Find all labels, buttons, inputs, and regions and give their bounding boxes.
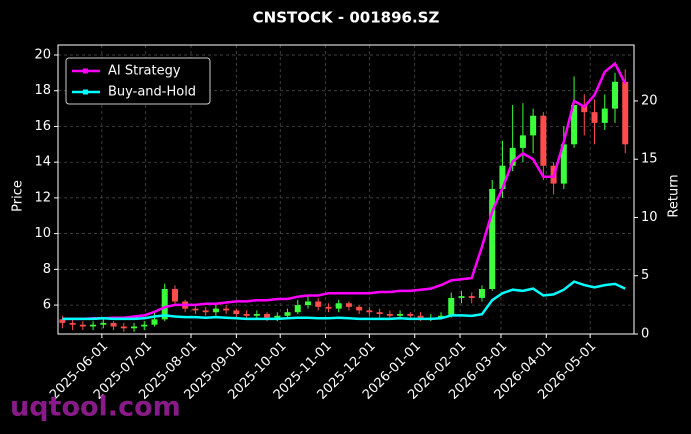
candle-body (223, 308, 230, 311)
candle-body (69, 322, 76, 325)
candle-body (233, 310, 240, 314)
y2-axis-label: Return (667, 174, 682, 217)
candle-body (448, 297, 455, 316)
candle-body (376, 312, 383, 314)
candle-body (264, 313, 271, 318)
candle-body (212, 308, 219, 313)
candle-body (468, 296, 475, 298)
y2-tick-label: 0 (641, 327, 649, 342)
y-tick-label: 8 (43, 262, 51, 277)
candle-body (509, 147, 516, 166)
candle-body (274, 315, 281, 318)
candle-body (151, 319, 158, 325)
candle-body (581, 105, 588, 113)
candle-body (571, 105, 578, 145)
legend-marker (83, 89, 88, 95)
candle-body (397, 313, 404, 316)
candle-body (366, 310, 373, 313)
candle-body (540, 115, 547, 166)
candle-body (519, 135, 526, 148)
candle-body (253, 313, 260, 316)
candle-body (120, 326, 127, 329)
candle-body (315, 301, 322, 307)
y-tick-label: 14 (34, 155, 51, 170)
y-tick-label: 20 (34, 48, 51, 63)
candle-body (478, 288, 485, 298)
candle-body (622, 81, 629, 145)
candle-body (386, 313, 393, 316)
candle-body (304, 301, 311, 306)
candle-body (141, 324, 148, 327)
candle-body (192, 308, 199, 311)
candle-body (79, 324, 86, 327)
candle-body (356, 306, 363, 311)
legend-box (65, 57, 211, 105)
legend-label: Buy-and-Hold (108, 85, 196, 100)
y-axis-label: Price (11, 180, 26, 212)
y2-tick-label: 20 (641, 93, 658, 108)
plot-frame (57, 44, 635, 335)
y2-tick-label: 5 (641, 268, 649, 283)
y-tick-label: 12 (34, 190, 51, 205)
y-tick-label: 18 (34, 83, 51, 98)
candle-body (335, 303, 342, 309)
candle-body (345, 303, 352, 307)
candle-body (438, 315, 445, 318)
candle-body (59, 319, 66, 323)
y-tick-label: 6 (43, 298, 51, 313)
candle-body (417, 315, 424, 318)
candle-body (100, 322, 107, 325)
watermark: uqtool.com (10, 392, 181, 423)
chart-title: CNSTOCK - 001896.SZ (253, 9, 440, 27)
candle-body (294, 305, 301, 313)
candle-body (243, 313, 250, 316)
candle-body (611, 81, 618, 109)
y-tick-label: 10 (34, 226, 51, 241)
y2-tick-label: 15 (641, 152, 658, 167)
candle-body (325, 306, 332, 309)
candle-body (499, 165, 506, 189)
y2-tick-label: 10 (641, 210, 658, 225)
candle-body (407, 313, 414, 316)
candle-body (161, 288, 168, 320)
candle-body (131, 326, 138, 329)
candle-body (110, 322, 117, 327)
candle-body (530, 115, 537, 136)
legend-label: AI Strategy (108, 64, 181, 79)
candle-body (591, 112, 598, 123)
series-line (62, 280, 626, 321)
legend-marker (83, 68, 88, 74)
candle-body (171, 288, 178, 302)
series-line (62, 61, 627, 321)
candle-body (458, 296, 465, 298)
y-tick-label: 16 (34, 119, 51, 134)
candle-body (489, 188, 496, 289)
candle-body (202, 310, 209, 313)
candle-body (601, 108, 608, 123)
candle-body (284, 312, 291, 316)
candle-body (560, 144, 567, 184)
candle-body (90, 324, 97, 327)
